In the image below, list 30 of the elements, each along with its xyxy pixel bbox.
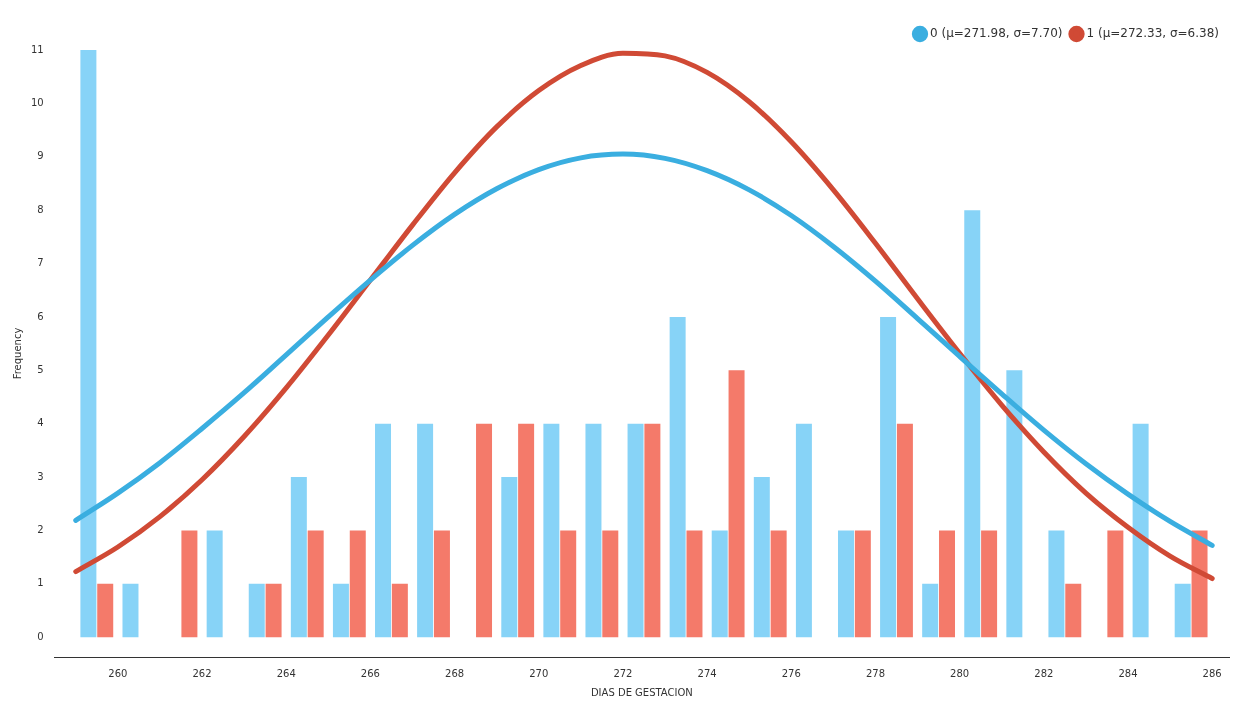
x-tick-label: 266 — [360, 667, 380, 679]
y-tick-label: 4 — [37, 417, 44, 429]
x-tick-label: 262 — [192, 667, 212, 679]
y-tick-label: 2 — [37, 524, 44, 536]
x-tick-label: 286 — [1202, 667, 1222, 679]
x-tick-label: 270 — [529, 667, 549, 679]
y-tick-label: 3 — [37, 470, 44, 482]
y-tick-label: 1 — [37, 577, 44, 589]
x-tick-label: 260 — [108, 667, 128, 679]
x-axis-title: DIAS DE GESTACION — [590, 686, 693, 698]
y-tick-label: 7 — [37, 257, 44, 269]
x-tick-label: 284 — [1118, 667, 1138, 679]
x-tick-label: 276 — [781, 667, 801, 679]
y-tick-label: 9 — [37, 150, 44, 162]
y-tick-label: 10 — [30, 96, 44, 108]
x-tick-label: 272 — [613, 667, 633, 679]
y-tick-label: 8 — [37, 203, 44, 215]
x-tick-label: 280 — [950, 667, 970, 679]
legend-label: 1 (μ=272.33, σ=6.38) — [1086, 26, 1219, 41]
y-tick-label: 0 — [37, 630, 44, 642]
legend-label: 0 (μ=271.98, σ=7.70) — [930, 26, 1063, 41]
x-tick-label: 282 — [1034, 667, 1054, 679]
x-tick-label: 278 — [865, 667, 885, 679]
y-tick-label: 5 — [37, 363, 44, 375]
y-axis-title: Frequency — [11, 327, 23, 380]
x-tick-label: 264 — [276, 667, 296, 679]
x-tick-label: 274 — [697, 667, 717, 679]
y-tick-label: 6 — [37, 310, 44, 322]
y-tick-label: 11 — [30, 43, 44, 55]
x-tick-label: 268 — [445, 667, 465, 679]
